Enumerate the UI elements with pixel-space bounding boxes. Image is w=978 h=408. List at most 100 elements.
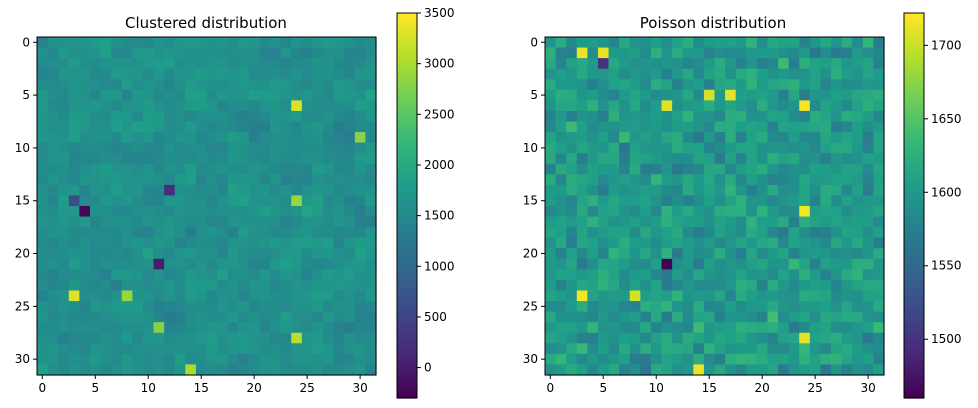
heatmap-cell	[545, 142, 557, 154]
heatmap-cell	[217, 322, 229, 334]
colorbar-segment	[397, 13, 417, 17]
heatmap-cell	[185, 37, 197, 49]
heatmap-cell	[756, 237, 769, 249]
colorbar-tick-label: 1550	[931, 259, 962, 273]
heatmap-cell	[111, 68, 123, 80]
heatmap-cell	[354, 248, 366, 260]
heatmap-cell	[746, 206, 758, 218]
heatmap-cell	[862, 343, 874, 355]
heatmap-cell	[799, 206, 811, 218]
heatmap-cell	[248, 37, 261, 49]
colorbar-segment	[904, 340, 924, 345]
heatmap-cell	[555, 301, 567, 313]
heatmap-cell	[259, 58, 271, 70]
heatmap-cell	[344, 332, 356, 344]
heatmap-cell	[164, 269, 176, 281]
heatmap-cell	[545, 332, 557, 344]
heatmap-cell	[841, 206, 853, 218]
heatmap-cell	[280, 121, 292, 133]
heatmap-cell	[185, 258, 197, 270]
heatmap-cell	[725, 142, 737, 154]
heatmap-cell	[873, 216, 885, 228]
heatmap-cell	[270, 364, 282, 376]
heatmap-cell	[852, 184, 864, 197]
heatmap-cell	[703, 100, 716, 112]
heatmap-cell	[291, 322, 303, 334]
heatmap-cell	[576, 301, 588, 313]
colorbar-frame	[396, 12, 418, 399]
heatmap-cell	[365, 332, 377, 344]
heatmap-cell	[217, 153, 229, 165]
heatmap-cell	[714, 364, 726, 376]
heatmap-cell	[301, 47, 314, 59]
heatmap-cell	[100, 269, 112, 281]
heatmap-cell	[58, 174, 70, 186]
heatmap-cell	[619, 132, 631, 144]
heatmap-cell	[746, 79, 758, 91]
heatmap-cell	[291, 343, 303, 355]
heatmap-cell	[301, 174, 314, 186]
heatmap-cell	[195, 353, 208, 366]
heatmap-cell	[323, 269, 335, 281]
heatmap-cell	[725, 332, 737, 344]
heatmap-cell	[174, 163, 186, 175]
heatmap-cell	[174, 153, 186, 165]
heatmap-cell	[100, 332, 112, 344]
heatmap-cell	[809, 195, 822, 207]
heatmap-cell	[89, 343, 102, 355]
heatmap-cell	[587, 153, 599, 165]
x-tick-label: 10	[649, 381, 664, 395]
colorbar-segment	[904, 170, 924, 175]
colorbar-segment	[397, 160, 417, 165]
heatmap-cell	[555, 79, 567, 91]
heatmap-cell	[799, 343, 811, 355]
colorbar-segment	[397, 25, 417, 30]
colorbar-segment	[904, 375, 924, 380]
heatmap-cell	[227, 237, 239, 249]
heatmap-cell	[312, 110, 324, 123]
heatmap-cell	[68, 163, 80, 175]
heatmap-cell	[778, 58, 790, 70]
heatmap-cell	[862, 68, 874, 80]
heatmap-cell	[111, 216, 123, 228]
heatmap-cell	[89, 121, 102, 133]
heatmap-cell	[862, 279, 874, 292]
heatmap-cell	[746, 47, 758, 59]
heatmap-cell	[47, 269, 59, 281]
heatmap-cell	[555, 58, 567, 70]
heatmap-cell	[852, 163, 864, 175]
heatmap-cell	[312, 153, 324, 165]
heatmap-cell	[259, 248, 271, 260]
heatmap-cell	[862, 353, 874, 366]
heatmap-cell	[333, 110, 345, 123]
colorbar-segment	[397, 308, 417, 312]
heatmap-cell	[809, 279, 822, 292]
heatmap-cell	[682, 216, 694, 228]
heatmap-cell	[238, 301, 250, 313]
colorbar-segment	[397, 385, 417, 389]
heatmap-cell	[703, 58, 716, 70]
heatmap-cell	[799, 89, 811, 101]
heatmap-cell	[841, 142, 853, 154]
heatmap-cell	[68, 79, 80, 91]
heatmap-cell	[746, 174, 758, 186]
heatmap-cell	[58, 279, 70, 292]
heatmap-cell	[217, 364, 229, 376]
heatmap-cell	[597, 37, 610, 49]
heatmap-cell	[841, 227, 853, 239]
heatmap-cell	[831, 248, 843, 260]
heatmap-cell	[735, 364, 747, 376]
heatmap-cell	[100, 121, 112, 133]
heatmap-cell	[693, 237, 705, 249]
heatmap-cell	[576, 89, 588, 101]
heatmap-cell	[312, 121, 324, 133]
heatmap-cell	[227, 121, 239, 133]
heatmap-cell	[756, 301, 769, 313]
heatmap-cell	[873, 37, 885, 49]
heatmap-cell	[280, 216, 292, 228]
heatmap-cell	[323, 121, 335, 133]
heatmap-cell	[58, 343, 70, 355]
heatmap-cell	[100, 248, 112, 260]
heatmap-cell	[693, 79, 705, 91]
heatmap-cell	[576, 332, 588, 344]
